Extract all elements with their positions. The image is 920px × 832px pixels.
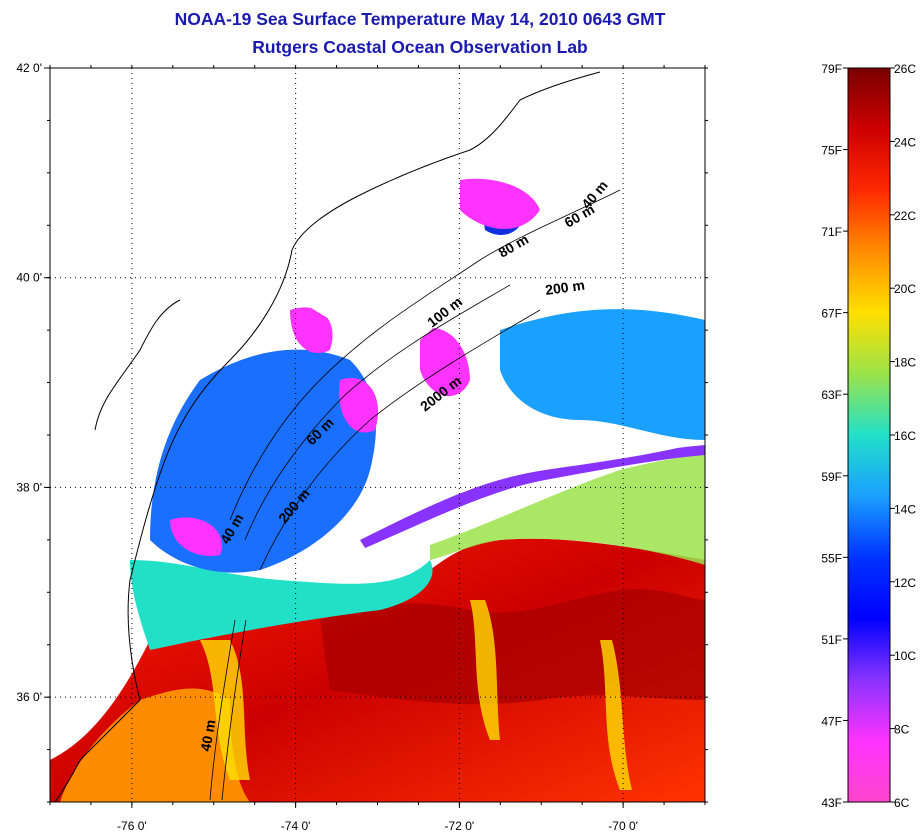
longitude-label: -70 0' xyxy=(608,819,638,832)
coastline xyxy=(54,71,601,803)
fahrenheit-label: 55F xyxy=(821,551,842,565)
celsius-label: 26C xyxy=(894,62,916,76)
cloud-mask-east xyxy=(374,417,690,530)
fahrenheit-label: 71F xyxy=(821,225,842,239)
contour-label: 40 m xyxy=(197,718,218,752)
fahrenheit-label: 63F xyxy=(821,388,842,402)
colorbar-labels: 79F 75F 71F 67F 63F 59F 55F 51F 47F 43F 26C 24C 22C 2… xyxy=(821,62,916,810)
cyan-shelf-south xyxy=(130,560,433,650)
celsius-label: 10C xyxy=(894,649,916,663)
shelf-contours xyxy=(209,189,621,801)
celsius-label: 22C xyxy=(894,209,916,223)
fahrenheit-label: 51F xyxy=(821,633,842,647)
blue-shelf-central xyxy=(150,349,376,573)
fahrenheit-label: 67F xyxy=(821,307,842,321)
colorbar xyxy=(847,67,891,803)
map-subtitle: Rutgers Coastal Ocean Observation Lab xyxy=(252,37,588,57)
celsius-label: 18C xyxy=(894,356,916,370)
yellow-filaments xyxy=(200,600,632,790)
map-title: NOAA-19 Sea Surface Temperature May 14, … xyxy=(174,9,666,29)
longitude-label: -74 0' xyxy=(281,819,311,832)
longitude-label: -76 0' xyxy=(117,819,147,832)
celsius-label: 6C xyxy=(894,796,910,810)
celsius-label: 24C xyxy=(894,135,916,149)
fahrenheit-label: 43F xyxy=(821,796,842,810)
latitude-label: 38 0' xyxy=(16,480,42,494)
latitude-label: 40 0' xyxy=(16,271,42,285)
fahrenheit-label: 59F xyxy=(821,470,842,484)
axis-labels: 42 0' 40 0' 38 0' 36 0' -76 0' -74 0' -72 0' -7… xyxy=(16,61,638,832)
celsius-label: 8C xyxy=(894,723,910,737)
fahrenheit-label: 75F xyxy=(821,144,842,158)
orange-south xyxy=(60,688,250,802)
celsius-label: 14C xyxy=(894,502,916,516)
fahrenheit-label: 47F xyxy=(821,714,842,728)
magenta-cold-edges xyxy=(170,178,540,556)
latitude-label: 42 0' xyxy=(16,61,42,75)
celsius-label: 20C xyxy=(894,282,916,296)
magenta-front xyxy=(360,445,705,548)
sst-imagery xyxy=(50,178,705,802)
contour-label: 200 m xyxy=(544,277,586,298)
fahrenheit-label: 79F xyxy=(821,62,842,76)
slope-sea-band xyxy=(430,455,705,565)
latitude-label: 36 0' xyxy=(16,690,42,704)
cloud-mask-north xyxy=(300,247,500,350)
celsius-label: 12C xyxy=(894,576,916,590)
graticule xyxy=(44,65,708,808)
blue-shelf-north xyxy=(500,309,705,440)
celsius-label: 16C xyxy=(894,429,916,443)
longitude-label: -72 0' xyxy=(445,819,475,832)
